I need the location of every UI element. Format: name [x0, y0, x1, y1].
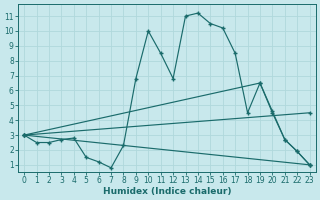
X-axis label: Humidex (Indice chaleur): Humidex (Indice chaleur)	[103, 187, 231, 196]
